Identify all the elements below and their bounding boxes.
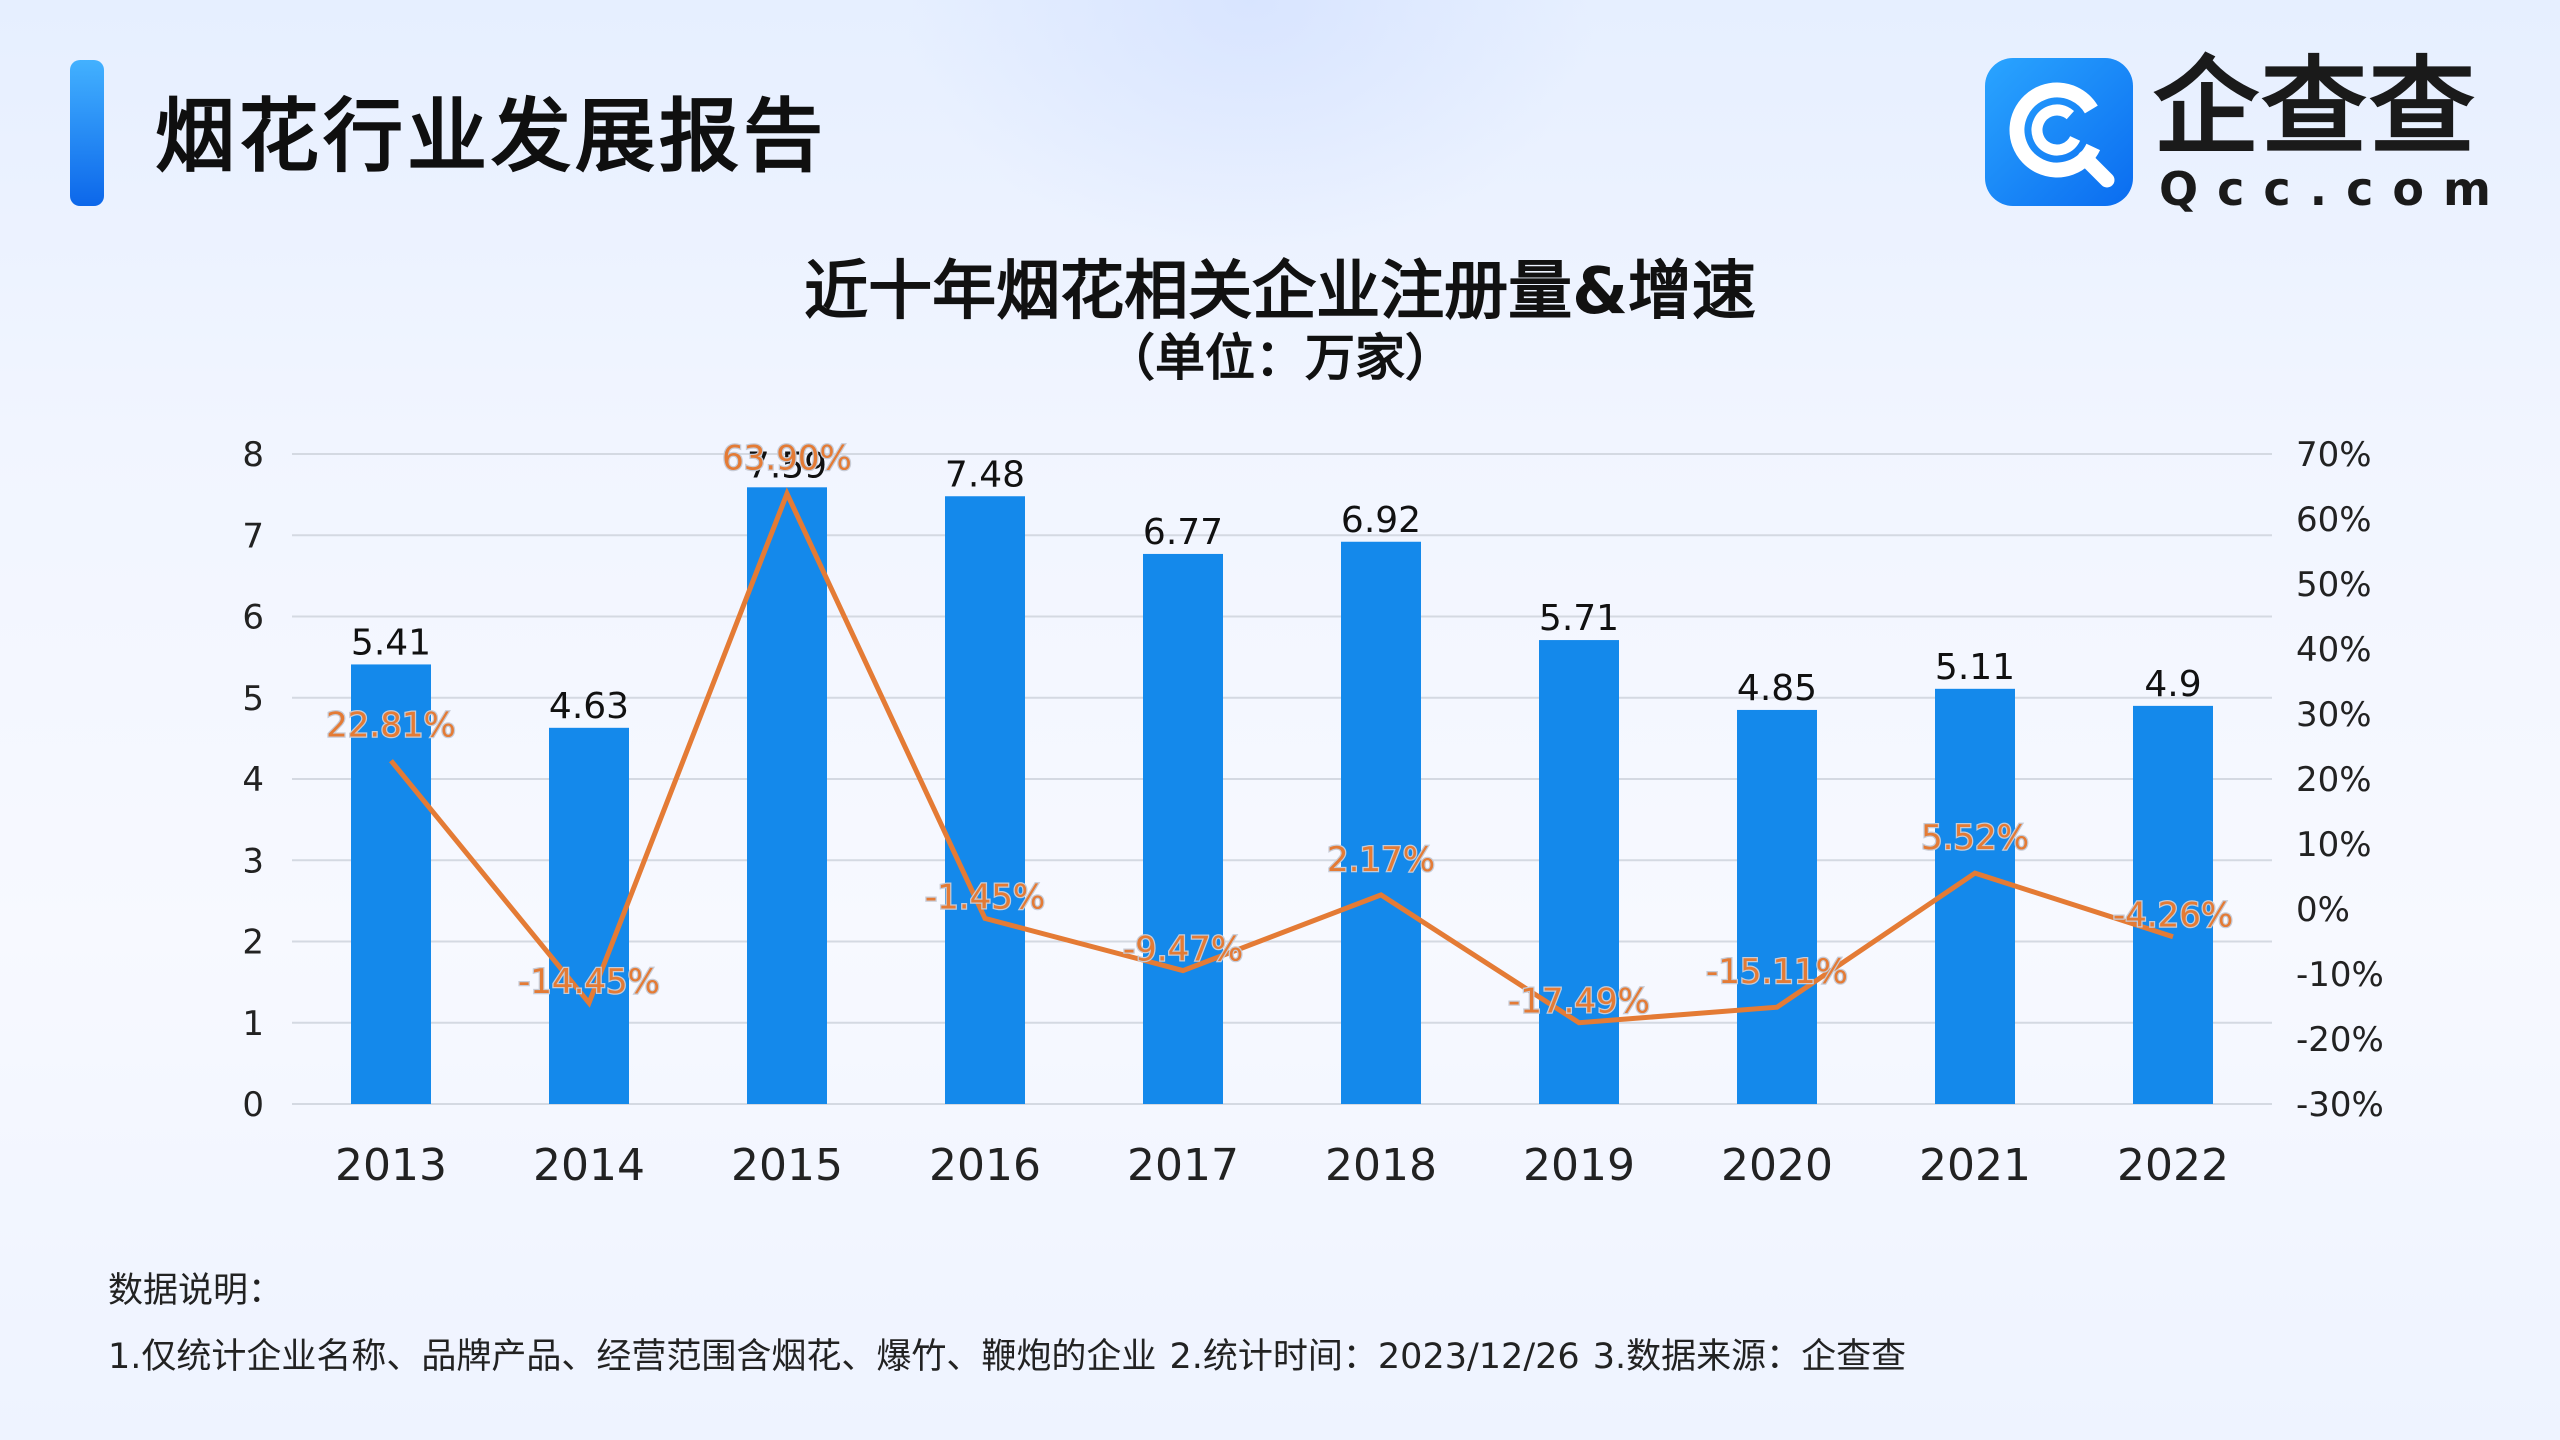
y-left-tick-label: 1: [242, 1004, 264, 1044]
y-right-tick-label: 60%: [2296, 500, 2372, 540]
x-tick-label: 2019: [1523, 1140, 1635, 1191]
bar-value-label: 5.71: [1539, 598, 1619, 639]
y-right-tick-label: -30%: [2296, 1085, 2384, 1125]
logo-name: 企查查: [2153, 46, 2477, 169]
y-right-tick-label: 50%: [2296, 565, 2372, 605]
y-left-tick-label: 2: [242, 923, 264, 963]
line-value-label: -4.26%: [2113, 896, 2233, 936]
x-tick-label: 2021: [1919, 1140, 2031, 1191]
bar: [1935, 688, 2015, 1104]
x-tick-label: 2020: [1721, 1140, 1833, 1191]
notes-heading: 数据说明：: [108, 1271, 284, 1311]
line-value-label: -17.49%: [1508, 982, 1650, 1022]
y-left-tick-label: 5: [242, 679, 264, 719]
y-right-tick-label: 0%: [2296, 890, 2350, 930]
chart-title: 近十年烟花相关企业注册量&增速: [804, 255, 1756, 329]
qcc-logo-icon: [1985, 58, 2133, 206]
y-left-tick-label: 6: [242, 598, 264, 638]
title-accent-bar: [70, 60, 104, 206]
y-left-tick-label: 7: [242, 516, 264, 556]
bar: [747, 487, 827, 1104]
bar: [945, 496, 1025, 1104]
y-left-tick-label: 4: [242, 760, 264, 800]
y-left-tick-label: 8: [242, 435, 264, 475]
y-right-tick-label: 70%: [2296, 435, 2372, 475]
bar-value-label: 7.48: [945, 454, 1025, 495]
x-tick-label: 2015: [731, 1140, 843, 1191]
x-tick-label: 2018: [1325, 1140, 1437, 1191]
line-value-label: 63.90%: [722, 439, 852, 479]
line-value-label: 2.17%: [1327, 840, 1435, 880]
line-value-label: -14.45%: [518, 962, 660, 1002]
y-left-tick-label: 0: [242, 1085, 264, 1125]
bar-value-label: 5.11: [1935, 647, 2015, 688]
logo-domain: Qcc.com: [2159, 162, 2510, 216]
bar: [549, 727, 629, 1104]
bar: [1143, 553, 1223, 1104]
y-right-tick-label: 40%: [2296, 630, 2372, 670]
bar: [1341, 541, 1421, 1104]
notes-body: 1.仅统计企业名称、品牌产品、经营范围含烟花、爆竹、鞭炮的企业 2.统计时间：2…: [108, 1337, 1907, 1377]
line-value-label: 5.52%: [1921, 818, 2029, 858]
chart-unit: （单位：万家）: [1105, 329, 1455, 387]
report-title: 烟花行业发展报告: [155, 90, 827, 183]
bar-value-label: 4.9: [2144, 664, 2201, 705]
bar-value-label: 4.85: [1737, 668, 1817, 709]
line-value-label: -1.45%: [925, 877, 1045, 917]
bar-value-label: 6.92: [1341, 500, 1421, 541]
bar: [351, 664, 431, 1104]
line-value-label: 22.81%: [326, 706, 456, 746]
bar-value-label: 5.41: [351, 622, 431, 663]
bar-value-label: 7.59: [747, 445, 827, 486]
x-tick-label: 2022: [2117, 1140, 2229, 1191]
line-value-label: -9.47%: [1123, 930, 1243, 970]
bar: [2133, 705, 2213, 1104]
line-value-label: -15.11%: [1706, 952, 1848, 992]
x-tick-label: 2013: [335, 1140, 447, 1191]
y-right-tick-label: -10%: [2296, 955, 2384, 995]
x-tick-label: 2016: [929, 1140, 1041, 1191]
bar-value-label: 4.63: [549, 686, 629, 727]
bar: [1737, 709, 1817, 1104]
growth-line: [389, 487, 2174, 1026]
x-tick-label: 2017: [1127, 1140, 1239, 1191]
y-right-tick-label: 10%: [2296, 825, 2372, 865]
y-right-tick-label: -20%: [2296, 1020, 2384, 1060]
qcc-logo: 企查查 Qcc.com: [1985, 49, 2491, 216]
bar: [1539, 640, 1619, 1104]
x-tick-label: 2014: [533, 1140, 645, 1191]
y-right-tick-label: 30%: [2296, 695, 2372, 735]
y-left-tick-label: 3: [242, 841, 264, 881]
bar-value-label: 6.77: [1143, 512, 1223, 553]
y-right-tick-label: 20%: [2296, 760, 2372, 800]
